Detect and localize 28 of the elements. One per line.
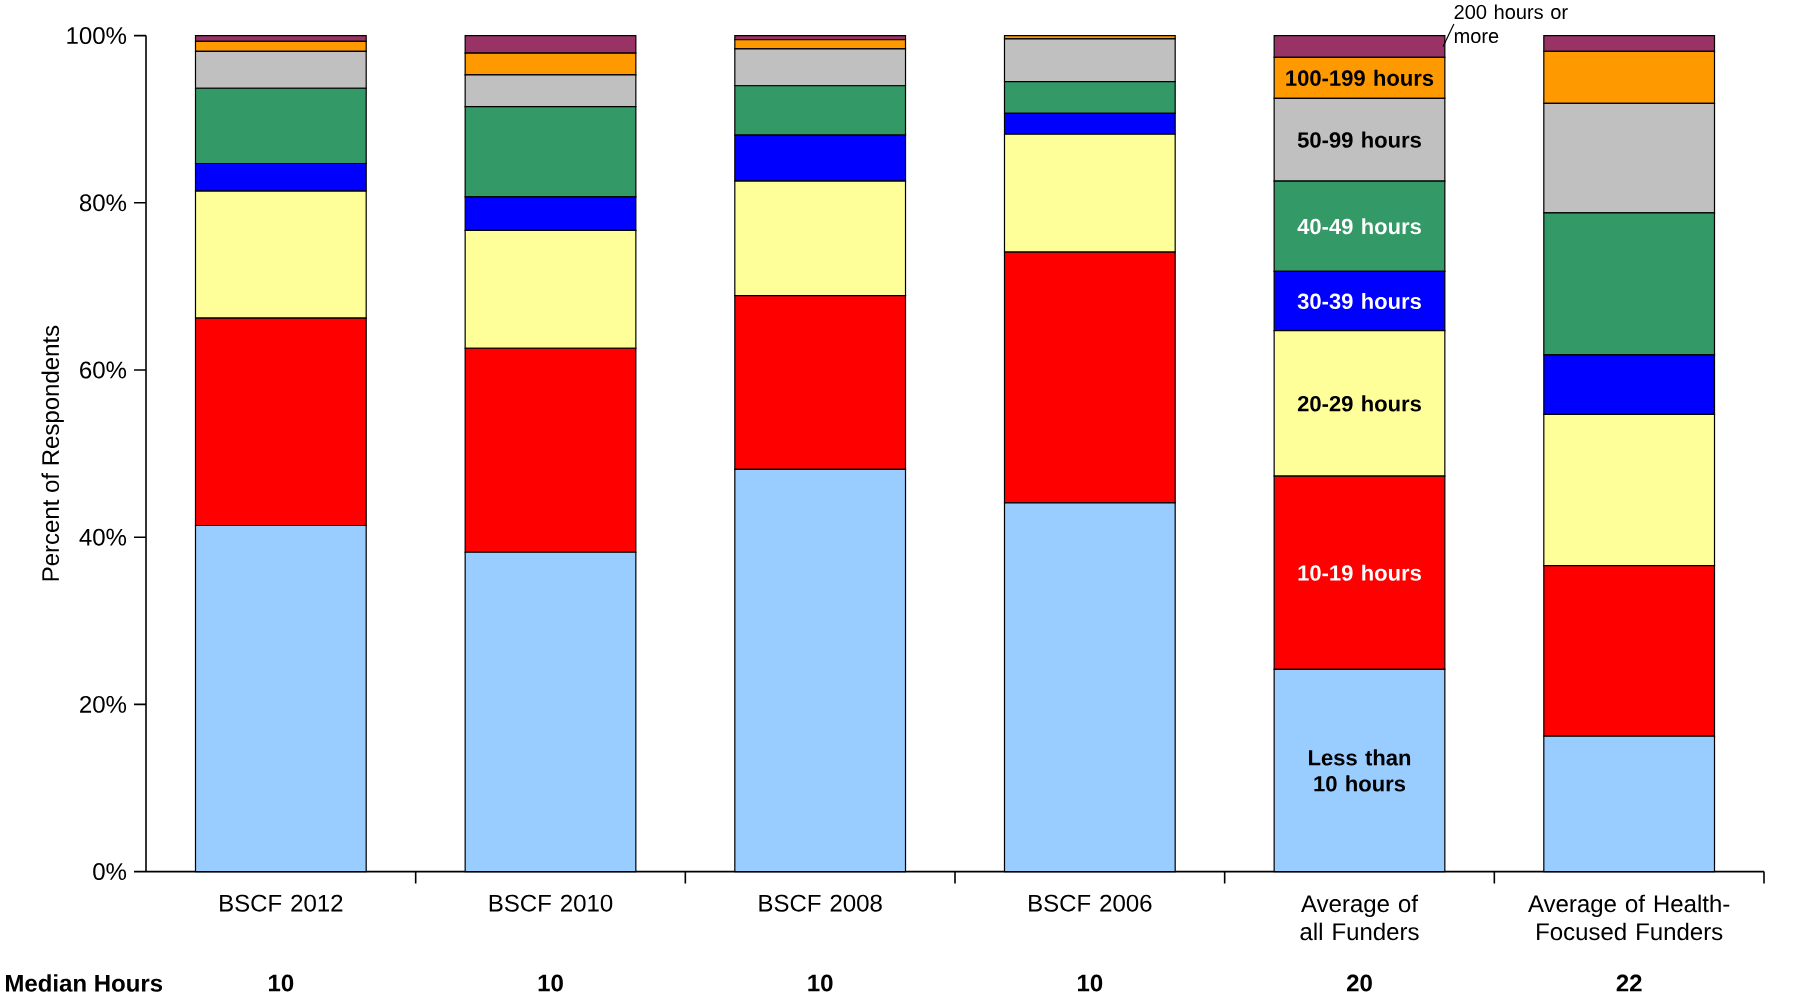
- x-tick-label: BSCF 2010: [489, 894, 613, 912]
- y-tick-label: 100%: [67, 27, 127, 45]
- x-tick-label: Average of all Funders: [1300, 894, 1419, 941]
- series-label: 10-19 hours: [1298, 564, 1421, 581]
- x-tick-label: BSCF 2006: [1029, 894, 1152, 912]
- x-tick-label: BSCF 2012: [220, 894, 343, 912]
- y-tick-label: 60%: [80, 361, 127, 379]
- y-tick-label: 80%: [79, 194, 127, 212]
- text: 20: [1347, 974, 1372, 992]
- text: 10: [538, 974, 563, 992]
- series-label: 40-49 hours: [1297, 218, 1421, 235]
- series-label: Less than 10 hours: [1309, 749, 1411, 792]
- text: Median Hours: [6, 974, 163, 992]
- series-label: 100-199 hours: [1286, 69, 1434, 86]
- text: 22: [1616, 974, 1642, 992]
- text: 10: [269, 974, 294, 992]
- legend-label: 200 hours or more: [1454, 4, 1568, 44]
- y-tick-label: 40%: [79, 528, 127, 546]
- text: 10: [808, 974, 833, 992]
- series-label: 30-39 hours: [1297, 292, 1421, 310]
- y-tick-label: 0%: [93, 863, 127, 881]
- series-label: 50-99 hours: [1297, 131, 1421, 148]
- x-tick-label: Average of Health-Focused Funders: [1528, 894, 1730, 941]
- series-label: 20-29 hours: [1297, 395, 1421, 412]
- y-tick-label: 20%: [80, 695, 127, 713]
- y-axis-title: Percent of Respondents: [41, 325, 64, 581]
- text: 10: [1078, 974, 1103, 992]
- x-tick-label: BSCF 2008: [759, 894, 882, 912]
